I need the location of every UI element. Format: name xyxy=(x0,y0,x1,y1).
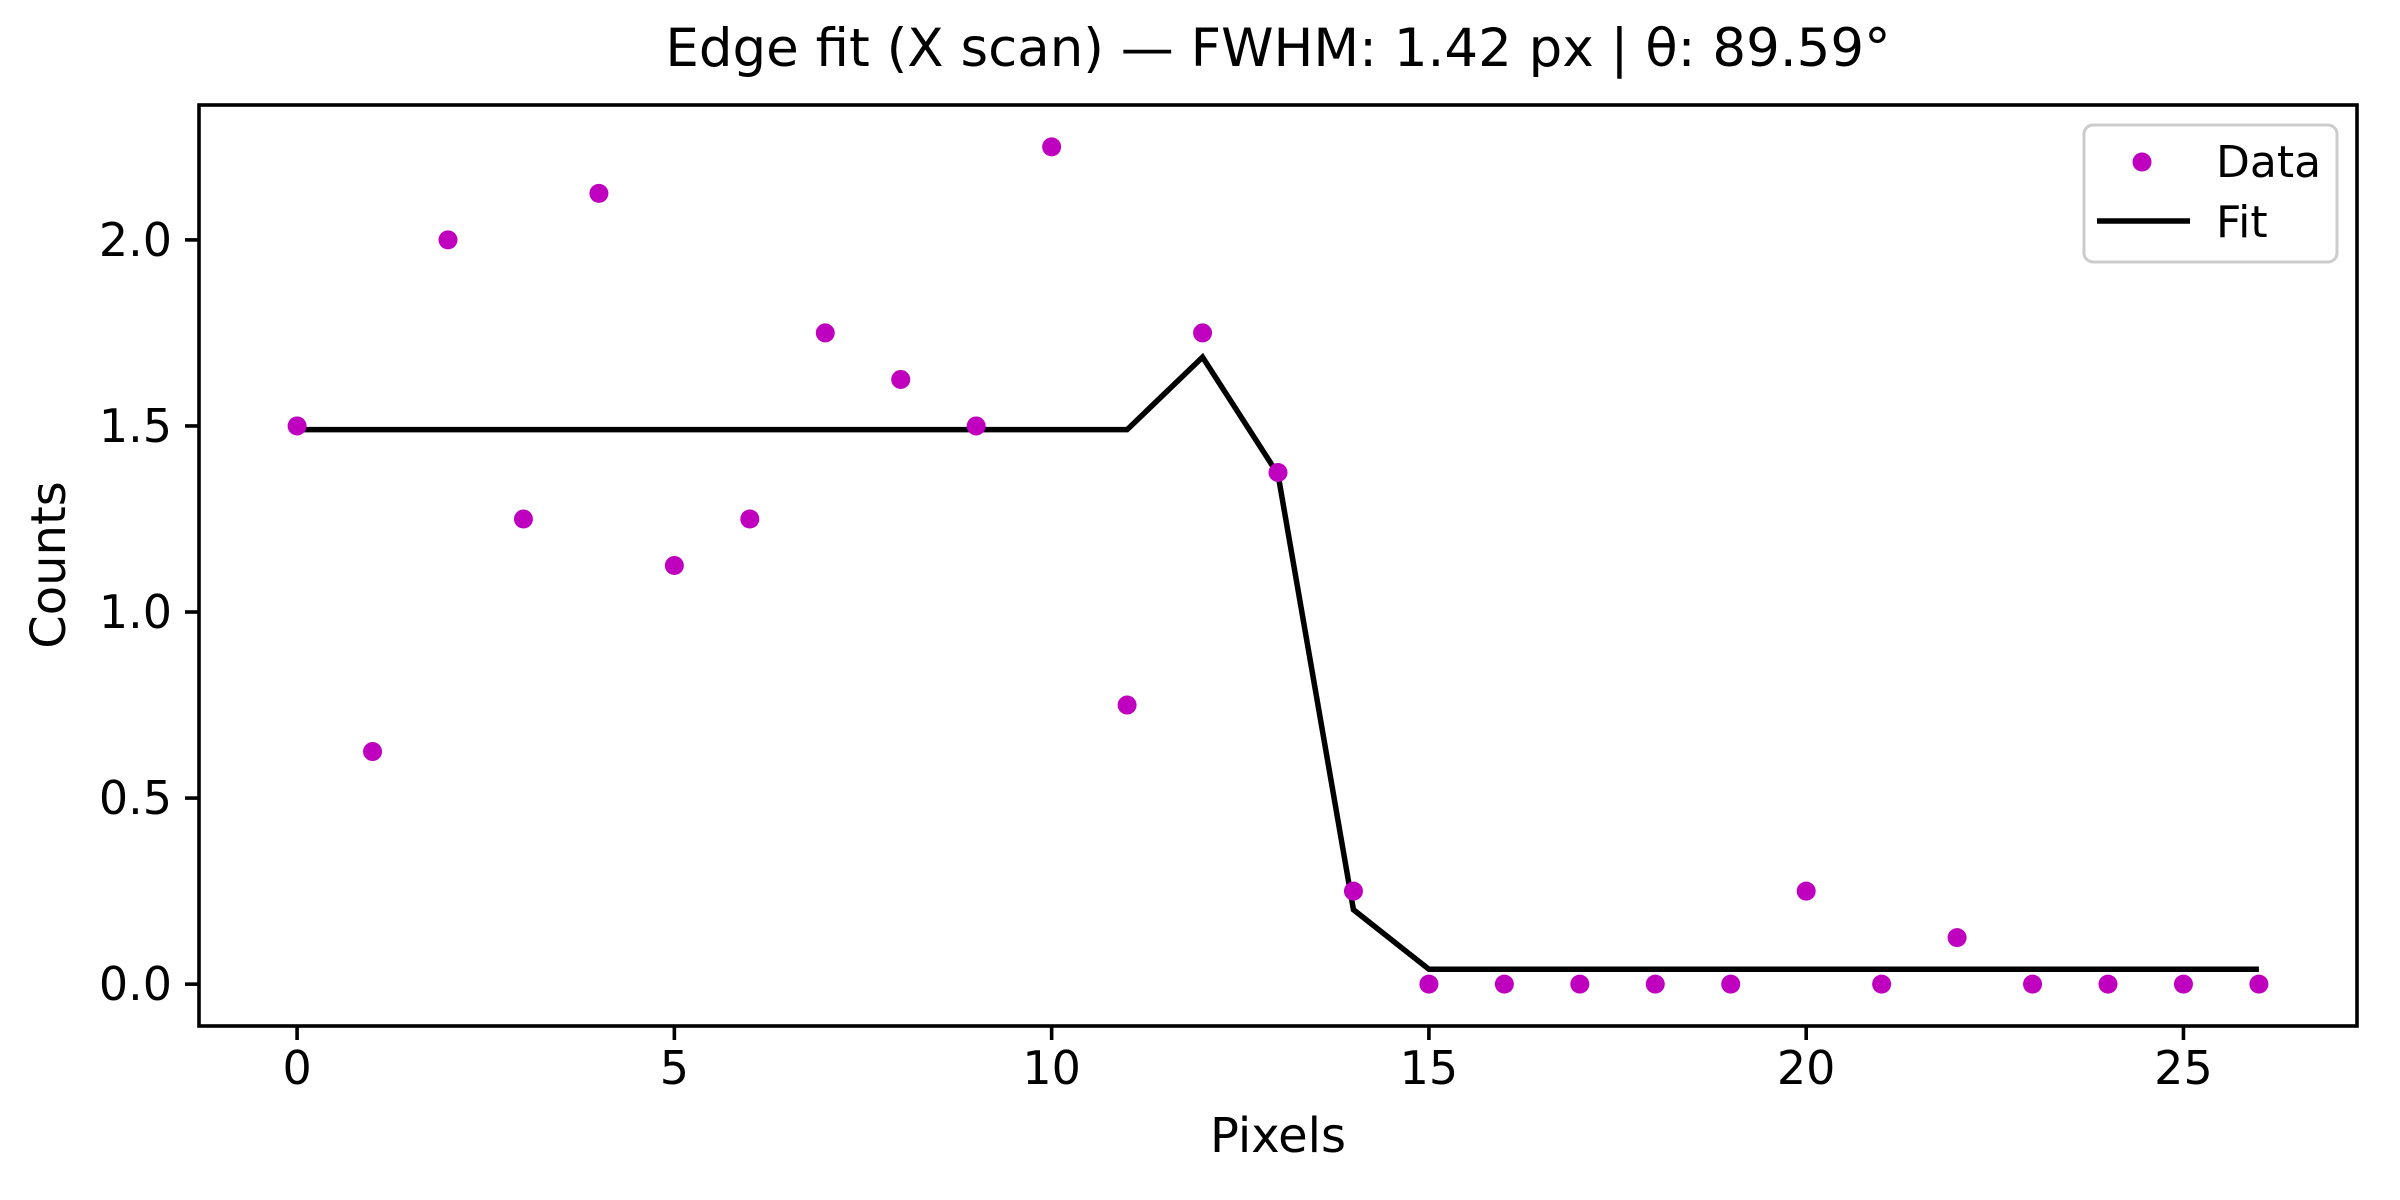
data-point xyxy=(1645,974,1665,994)
y-tick-label: 1.5 xyxy=(99,399,172,453)
y-tick-label: 2.0 xyxy=(99,213,172,267)
x-tick-label: 20 xyxy=(1777,1041,1836,1095)
y-axis-ticks: 0.0 0.5 1.0 1.5 2.0 xyxy=(99,213,199,1011)
data-point xyxy=(2173,974,2193,994)
data-point xyxy=(740,509,760,529)
x-tick-label: 25 xyxy=(2154,1041,2213,1095)
data-scatter-series xyxy=(287,137,2269,994)
legend: Data Fit xyxy=(2082,123,2339,264)
data-point xyxy=(815,323,835,343)
data-point xyxy=(1947,928,1967,948)
y-tick-label: 1.0 xyxy=(99,585,172,639)
y-tick-label: 0.5 xyxy=(99,771,172,825)
data-point xyxy=(287,416,307,436)
plot-area-frame xyxy=(197,103,2359,1028)
legend-data-marker-icon xyxy=(2132,152,2152,172)
data-point xyxy=(2098,974,2118,994)
legend-fit-label: Fit xyxy=(2216,197,2268,248)
legend-data-label: Data xyxy=(2216,137,2321,188)
data-point xyxy=(1494,974,1514,994)
data-point xyxy=(891,369,911,389)
data-point xyxy=(1570,974,1590,994)
chart-title: Edge fit (X scan) — FWHM: 1.42 px | θ: 8… xyxy=(665,18,1890,79)
data-point xyxy=(1721,974,1741,994)
data-point xyxy=(664,556,684,575)
x-axis-ticks: 0 5 10 15 20 25 xyxy=(282,1026,2213,1095)
x-tick-label: 10 xyxy=(1022,1041,1081,1095)
data-point xyxy=(363,742,383,762)
data-point xyxy=(966,416,986,436)
x-axis-label: Pixels xyxy=(1210,1108,1346,1164)
data-point xyxy=(1419,974,1439,994)
x-tick-label: 15 xyxy=(1400,1041,1459,1095)
data-point xyxy=(589,183,609,203)
data-point xyxy=(1042,137,1062,157)
data-point xyxy=(1343,881,1363,901)
data-point xyxy=(2023,974,2043,994)
data-point xyxy=(2249,974,2269,994)
data-point xyxy=(1193,323,1213,343)
data-point xyxy=(513,509,533,529)
data-point xyxy=(1117,695,1137,715)
y-axis-label: Counts xyxy=(21,481,77,649)
y-tick-label: 0.0 xyxy=(99,957,172,1011)
x-tick-label: 5 xyxy=(660,1041,689,1095)
x-tick-label: 0 xyxy=(282,1041,311,1095)
data-point xyxy=(1796,881,1816,901)
data-point xyxy=(438,230,458,250)
data-point xyxy=(1872,974,1892,994)
data-point xyxy=(1268,462,1288,482)
